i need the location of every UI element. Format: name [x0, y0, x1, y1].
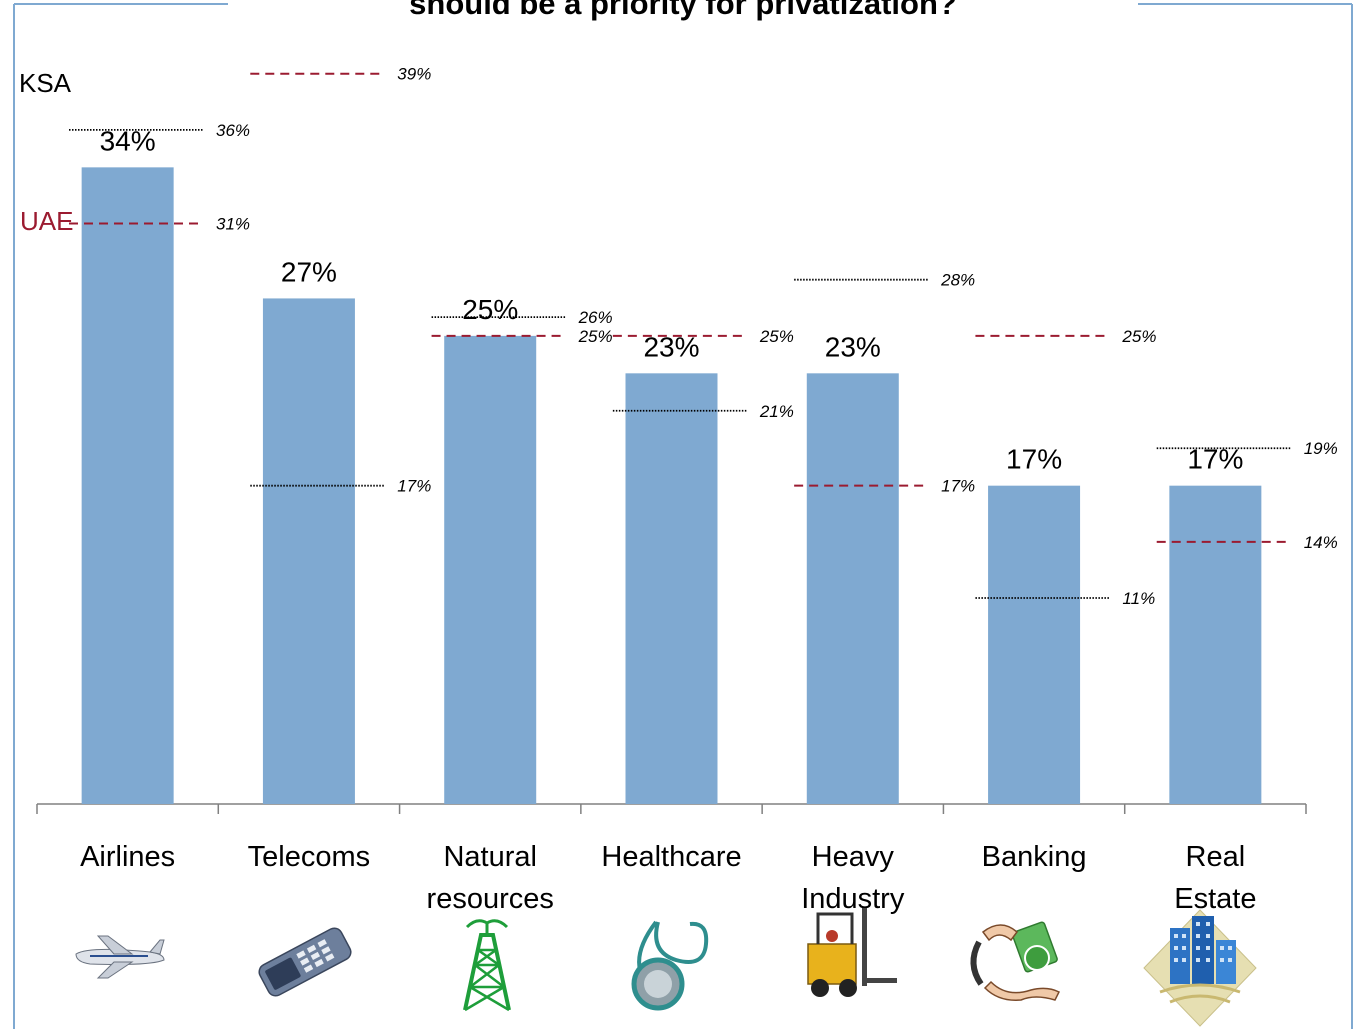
overlay-lines: [69, 72, 1292, 599]
bar: [988, 485, 1081, 804]
bar: [1169, 485, 1262, 804]
forklift-icon: [807, 908, 897, 997]
category-label: Banking: [982, 841, 1087, 873]
overlay-uae-label: 25%: [759, 327, 794, 346]
overlay-uae-label: 25%: [1121, 327, 1156, 346]
bars: [81, 167, 1262, 805]
overlay-uae-label: 25%: [578, 327, 613, 346]
labels: 34% Airlines 27% Telecoms 25% Natural resource…: [80, 65, 1338, 915]
overlay-ksa-label: 17%: [397, 477, 431, 496]
bar-value-label: 23%: [643, 331, 699, 362]
bar: [444, 335, 537, 804]
overlay-ksa-label: 19%: [1304, 439, 1338, 458]
money-exchange-icon: [970, 921, 1061, 1001]
stethoscope-icon: [631, 920, 709, 1011]
category-label: Telecoms: [248, 841, 371, 873]
category-label: Healthcare: [601, 841, 741, 873]
category-label: Airlines: [80, 841, 175, 873]
chart-title: should be a priority for privatization?: [409, 0, 957, 21]
bar: [806, 373, 899, 804]
overlay-uae-label: 31%: [216, 215, 250, 234]
bar-value-label: 23%: [825, 331, 881, 362]
overlay-uae-label: 39%: [397, 65, 431, 84]
x-axis: [36, 803, 1307, 814]
overlay-uae-label: 14%: [1304, 533, 1338, 552]
office-building-icon: [1143, 909, 1257, 1027]
oil-derrick-icon: [463, 919, 511, 1012]
category-label: Natural: [443, 841, 537, 873]
overlay-ksa-label: 21%: [759, 402, 794, 421]
airplane-icon: [75, 935, 165, 979]
overlay-ksa-label: 26%: [578, 308, 613, 327]
bar: [625, 373, 718, 804]
overlay-uae-label: 17%: [941, 477, 975, 496]
overlay-ksa-label: 28%: [940, 271, 975, 290]
bar: [262, 298, 355, 804]
bar-value-label: 27%: [281, 256, 337, 287]
category-label: Estate: [1174, 883, 1256, 915]
bar-value-label: 34%: [100, 125, 156, 156]
category-label: Real: [1186, 841, 1246, 873]
bar-value-label: 17%: [1006, 444, 1062, 475]
category-label: Industry: [801, 883, 905, 915]
category-label: resources: [427, 883, 554, 915]
category-icons: [75, 908, 1257, 1027]
legend-uae: UAE: [20, 206, 74, 236]
bar-value-label: 25%: [462, 294, 518, 325]
bar-value-label: 17%: [1187, 444, 1243, 475]
chart-frame: [13, 3, 1353, 1029]
category-label: Heavy: [812, 841, 895, 873]
mobile-phone-icon: [258, 927, 352, 997]
overlay-ksa-label: 11%: [1122, 589, 1155, 608]
legend-ksa: KSA: [19, 68, 72, 98]
bar: [81, 167, 174, 805]
overlay-ksa-label: 36%: [216, 121, 250, 140]
